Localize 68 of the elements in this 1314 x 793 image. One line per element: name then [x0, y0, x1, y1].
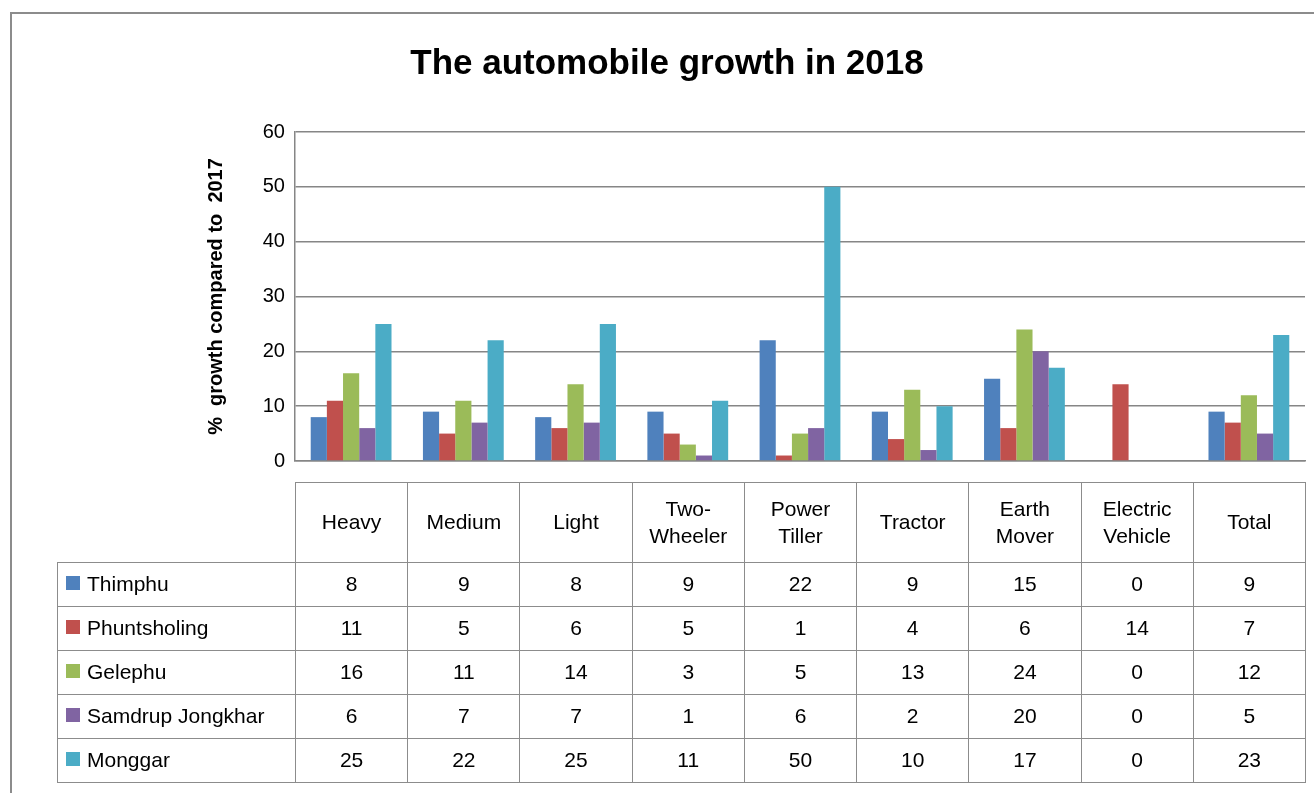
- data-label: 8: [295, 562, 408, 607]
- data-label: 23: [1193, 738, 1306, 783]
- data-label: 5: [1193, 694, 1306, 739]
- data-label: 3: [632, 650, 745, 695]
- data-label: 5: [744, 650, 857, 695]
- x-tick-label: Power Tiller: [744, 482, 857, 563]
- data-label: 13: [856, 650, 969, 695]
- data-label: 8: [519, 562, 633, 607]
- data-label: 0: [1081, 562, 1194, 607]
- data-label: 25: [519, 738, 633, 783]
- data-label: 22: [407, 738, 520, 783]
- y-tick-label: 10: [262, 393, 285, 416]
- data-label: 7: [407, 694, 520, 739]
- y-tick-label: 50: [262, 174, 285, 197]
- y-tick-label: 40: [262, 229, 285, 252]
- y-axis-title: % growth compared to 2017: [203, 158, 226, 435]
- x-tick-label: Medium: [407, 482, 520, 563]
- data-label: 11: [632, 738, 745, 783]
- x-tick-label: Electric Vehicle: [1081, 482, 1194, 563]
- data-label: 7: [519, 694, 633, 739]
- data-label: 0: [1081, 650, 1194, 695]
- legend-label: Samdrup Jongkhar: [57, 694, 296, 739]
- x-tick-label: Heavy: [295, 482, 408, 563]
- y-tick-label: 30: [262, 284, 285, 307]
- data-label: 4: [856, 606, 969, 651]
- y-tick-label: 60: [262, 119, 285, 142]
- data-label: 14: [1081, 606, 1194, 651]
- data-label: 9: [1193, 562, 1306, 607]
- data-label: 5: [632, 606, 745, 651]
- data-label: 9: [407, 562, 520, 607]
- data-label: 7: [1193, 606, 1306, 651]
- data-label: 6: [519, 606, 633, 651]
- data-label: 9: [856, 562, 969, 607]
- data-label: 2: [856, 694, 969, 739]
- y-tick-label: 0: [273, 448, 285, 471]
- data-label: 24: [968, 650, 1082, 695]
- y-tick-label: 20: [262, 338, 285, 361]
- x-tick-label: Earth Mover: [968, 482, 1082, 563]
- data-label: 0: [1081, 738, 1194, 783]
- chart-title: The automobile growth in 2018: [409, 42, 925, 82]
- data-label: 5: [407, 606, 520, 651]
- data-label: 16: [295, 650, 408, 695]
- data-label: 17: [968, 738, 1082, 783]
- legend-label: Monggar: [57, 738, 296, 783]
- data-label: 1: [632, 694, 745, 739]
- data-label: 11: [407, 650, 520, 695]
- data-label: 22: [744, 562, 857, 607]
- data-label: 0: [1081, 694, 1194, 739]
- legend-label: Gelephu: [57, 650, 296, 695]
- legend-label: Phuntsholing: [57, 606, 296, 651]
- data-label: 11: [295, 606, 408, 651]
- data-label: 10: [856, 738, 969, 783]
- legend-label: Thimphu: [57, 562, 296, 607]
- data-label: 12: [1193, 650, 1306, 695]
- data-label: 15: [968, 562, 1082, 607]
- data-label: 1: [744, 606, 857, 651]
- data-label: 20: [968, 694, 1082, 739]
- x-tick-label: Tractor: [856, 482, 969, 563]
- data-label: 50: [744, 738, 857, 783]
- data-label: 14: [519, 650, 633, 695]
- x-tick-label: Total: [1193, 482, 1306, 563]
- x-tick-label: Two-Wheeler: [632, 482, 745, 563]
- data-label: 6: [295, 694, 408, 739]
- data-label: 6: [968, 606, 1082, 651]
- data-label: 25: [295, 738, 408, 783]
- data-label: 9: [632, 562, 745, 607]
- x-tick-label: Light: [519, 482, 633, 563]
- data-label: 6: [744, 694, 857, 739]
